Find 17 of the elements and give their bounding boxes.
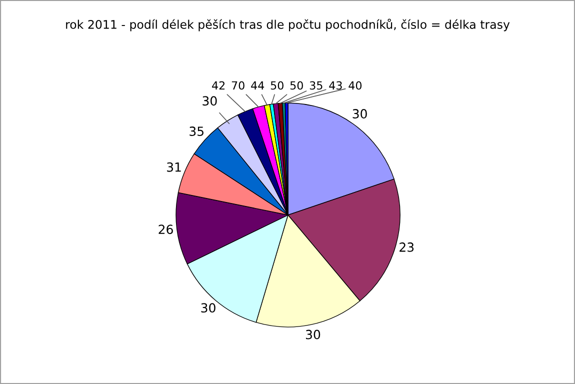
slice-label: 35 bbox=[310, 81, 322, 90]
slice-label: 30 bbox=[202, 96, 217, 106]
slice-label: 30 bbox=[352, 109, 367, 119]
slice-label: 30 bbox=[201, 303, 216, 313]
slice-label: 40 bbox=[348, 81, 362, 90]
chart-title: rok 2011 - podíl délek pěších tras dle počtu pochodníků, číslo = délka trasy bbox=[66, 18, 510, 32]
slice-label: 43 bbox=[329, 81, 342, 90]
slice-label: 30 bbox=[306, 330, 320, 340]
slice-label: 50 bbox=[270, 81, 284, 90]
slice-label: 35 bbox=[190, 126, 204, 136]
slice-label: 50 bbox=[290, 81, 303, 90]
slice-label: 26 bbox=[158, 224, 173, 234]
slice-label: 31 bbox=[167, 162, 181, 172]
slice-label: 23 bbox=[400, 242, 414, 252]
slice-label: 42 bbox=[212, 81, 225, 90]
slice-label: 44 bbox=[251, 81, 264, 90]
slice-label: 70 bbox=[232, 81, 244, 90]
